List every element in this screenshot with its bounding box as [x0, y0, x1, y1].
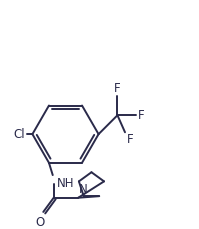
Text: F: F — [114, 82, 121, 95]
Text: F: F — [127, 133, 134, 146]
Text: F: F — [138, 109, 145, 122]
Text: N: N — [79, 183, 88, 196]
Text: O: O — [35, 216, 44, 229]
Text: NH: NH — [57, 177, 74, 190]
Text: Cl: Cl — [13, 128, 25, 141]
